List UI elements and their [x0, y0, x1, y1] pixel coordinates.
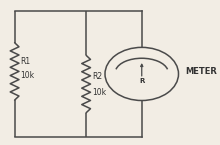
Text: METER: METER — [185, 67, 217, 76]
Text: R: R — [139, 78, 145, 84]
Text: R2: R2 — [92, 72, 102, 81]
Text: R1: R1 — [20, 57, 31, 66]
Text: 10k: 10k — [20, 71, 35, 80]
Text: 10k: 10k — [92, 88, 106, 97]
